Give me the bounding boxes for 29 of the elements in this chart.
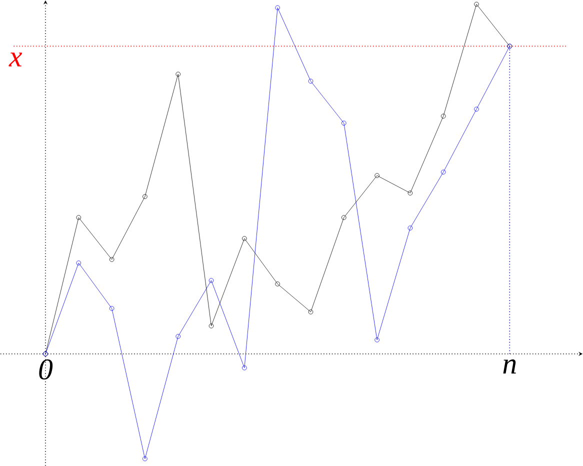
point	[374, 337, 380, 342]
point	[474, 2, 479, 7]
point	[142, 456, 148, 462]
point	[142, 194, 148, 199]
point	[208, 278, 214, 283]
point	[76, 260, 82, 266]
point	[440, 114, 446, 118]
point	[109, 257, 114, 262]
point	[341, 215, 346, 220]
point	[242, 365, 247, 370]
point	[208, 323, 214, 328]
ref-line-label: x	[8, 52, 22, 66]
x-tick-label: 0	[39, 359, 53, 380]
point	[275, 281, 280, 286]
point	[308, 78, 314, 84]
point	[474, 106, 479, 112]
point	[176, 334, 181, 339]
point	[408, 226, 413, 230]
point	[109, 306, 114, 311]
point	[308, 309, 314, 314]
point	[440, 170, 446, 174]
point	[176, 72, 181, 76]
point	[408, 190, 413, 196]
point	[275, 5, 280, 10]
x-tick-label: n	[503, 359, 516, 374]
point	[76, 215, 82, 220]
point	[374, 173, 380, 178]
point	[341, 120, 346, 126]
point	[242, 236, 247, 241]
